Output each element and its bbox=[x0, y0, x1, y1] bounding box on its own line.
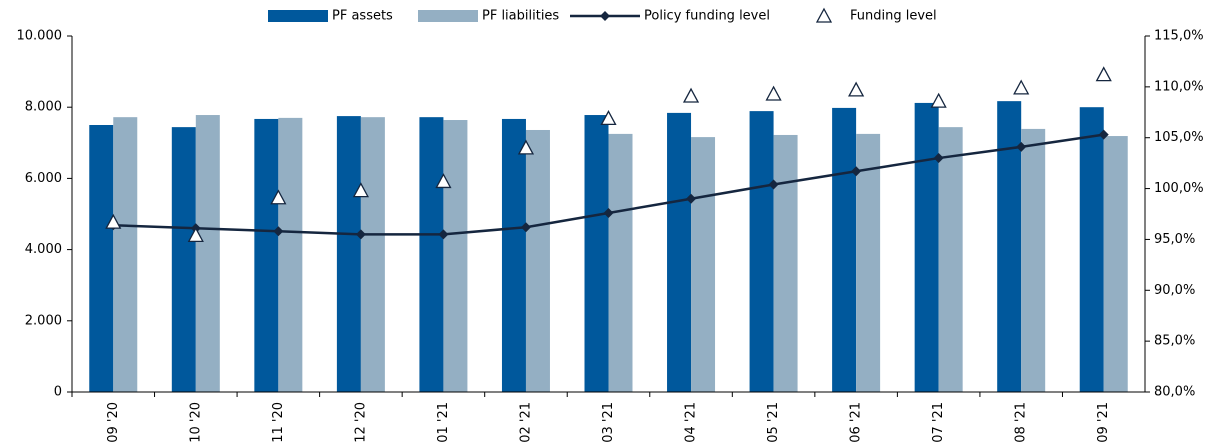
x-tick-label: 11 '20 bbox=[271, 402, 286, 443]
y2-tick-label: 115,0% bbox=[1154, 29, 1204, 44]
y2-tick-label: 100,0% bbox=[1154, 181, 1204, 196]
y-tick-label: 0 bbox=[54, 385, 62, 400]
scatter-marker bbox=[1013, 79, 1030, 95]
line-marker bbox=[273, 226, 284, 237]
scatter-marker bbox=[682, 87, 700, 103]
legend-label: Policy funding level bbox=[644, 9, 770, 24]
scatter-marker bbox=[848, 81, 865, 97]
bar bbox=[443, 120, 468, 393]
bar bbox=[856, 133, 881, 392]
scatter-marker bbox=[1095, 66, 1112, 82]
bar bbox=[254, 118, 279, 392]
bar bbox=[278, 117, 303, 392]
y2-tick-label: 110,0% bbox=[1154, 79, 1204, 94]
scatter-marker bbox=[187, 226, 204, 243]
legend-swatch bbox=[418, 10, 478, 22]
legend-label: Funding level bbox=[850, 9, 937, 24]
legend-label: PF liabilities bbox=[482, 9, 559, 24]
scatter-marker bbox=[352, 182, 369, 198]
line-marker bbox=[1098, 129, 1109, 140]
y-tick-label: 8.000 bbox=[25, 100, 62, 115]
bar bbox=[1021, 128, 1046, 392]
y2-tick-label: 90,0% bbox=[1154, 283, 1195, 298]
line-marker bbox=[851, 166, 862, 177]
x-tick-label: 12 '20 bbox=[353, 402, 368, 443]
legend-label: PF assets bbox=[332, 9, 393, 24]
bar bbox=[667, 112, 692, 393]
bar bbox=[938, 127, 963, 393]
legend-swatch bbox=[815, 7, 833, 23]
y2-tick-label: 80,0% bbox=[1154, 385, 1195, 400]
bar bbox=[171, 127, 196, 393]
bar bbox=[1103, 136, 1128, 392]
x-tick-label: 03 '21 bbox=[601, 402, 616, 443]
bar bbox=[832, 107, 857, 393]
bar bbox=[914, 102, 939, 392]
x-tick-label: 08 '21 bbox=[1014, 402, 1029, 443]
bar bbox=[608, 133, 633, 392]
bar bbox=[360, 117, 385, 392]
line-marker bbox=[933, 153, 944, 164]
y-tick-label: 6.000 bbox=[25, 171, 62, 186]
scatter-marker bbox=[930, 92, 947, 108]
scatter-marker bbox=[435, 173, 452, 189]
x-tick-label: 09 '21 bbox=[1096, 402, 1111, 443]
x-tick-label: 05 '21 bbox=[766, 402, 781, 443]
bar bbox=[501, 118, 526, 392]
bar bbox=[336, 116, 361, 392]
line-marker bbox=[520, 222, 531, 233]
bar bbox=[691, 137, 716, 392]
bar bbox=[1079, 107, 1104, 392]
bar bbox=[997, 101, 1022, 392]
scatter-marker bbox=[765, 85, 782, 101]
line-marker bbox=[686, 193, 697, 204]
line-marker bbox=[768, 179, 779, 190]
y2-tick-label: 105,0% bbox=[1154, 130, 1204, 145]
x-tick-label: 07 '21 bbox=[931, 402, 946, 443]
y-tick-label: 10.000 bbox=[17, 29, 63, 44]
bar bbox=[773, 134, 798, 392]
scatter-marker bbox=[517, 139, 535, 155]
y-tick-label: 4.000 bbox=[25, 242, 62, 257]
x-tick-label: 04 '21 bbox=[684, 402, 699, 443]
y-tick-label: 2.000 bbox=[25, 313, 62, 328]
y2-tick-label: 85,0% bbox=[1154, 334, 1195, 349]
bar bbox=[584, 115, 609, 393]
scatter-marker bbox=[105, 213, 122, 229]
bar bbox=[113, 117, 138, 392]
bar bbox=[525, 129, 550, 392]
bar bbox=[749, 111, 774, 392]
line-marker bbox=[355, 229, 366, 240]
x-tick-label: 09 '20 bbox=[106, 402, 121, 443]
x-tick-label: 01 '21 bbox=[436, 402, 451, 443]
y2-tick-label: 95,0% bbox=[1154, 232, 1195, 247]
legend-swatch bbox=[268, 10, 328, 22]
line-marker bbox=[1016, 141, 1027, 152]
x-tick-label: 06 '21 bbox=[849, 402, 864, 443]
x-tick-label: 10 '20 bbox=[188, 402, 203, 443]
bar bbox=[419, 117, 444, 392]
legend-swatch bbox=[600, 11, 610, 21]
bar bbox=[195, 115, 220, 393]
line-marker bbox=[438, 229, 449, 240]
x-tick-label: 02 '21 bbox=[518, 402, 533, 443]
line-marker bbox=[603, 207, 614, 218]
bar bbox=[89, 125, 114, 392]
scatter-marker bbox=[270, 189, 287, 205]
scatter-marker bbox=[600, 110, 617, 126]
